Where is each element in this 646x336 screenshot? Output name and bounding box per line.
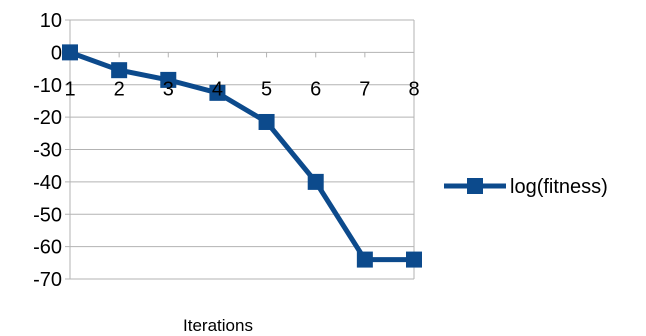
legend-label: log(fitness) [510, 176, 608, 198]
data-point-marker [258, 113, 275, 130]
y-axis-tick-labels: 10 0 -10 -20 -30 -40 -50 -60 -70 [33, 10, 62, 291]
x-tick-label: 2 [114, 78, 125, 100]
y-tick-label: -70 [33, 269, 62, 291]
legend: log(fitness) [444, 176, 608, 198]
series-line [67, 49, 417, 263]
x-tick-label: 6 [310, 78, 321, 100]
x-tick-label: 7 [359, 78, 370, 100]
data-point-marker [62, 44, 78, 61]
data-point-marker [406, 251, 422, 268]
x-axis-tick-labels: 1 2 3 4 5 6 7 8 [64, 78, 419, 100]
y-tick-label: -30 [33, 140, 62, 162]
y-tick-label: -60 [33, 237, 62, 259]
series-group [62, 44, 422, 268]
x-tick-label: 3 [163, 78, 174, 100]
x-tick-label: 4 [212, 78, 223, 100]
x-tick-label: 5 [261, 78, 272, 100]
y-tick-label: 0 [51, 42, 62, 64]
data-point-marker [356, 251, 373, 268]
x-tick-label: 8 [408, 78, 419, 100]
y-tick-label: -40 [33, 172, 62, 194]
data-point-marker [209, 84, 226, 101]
data-point-marker [111, 62, 128, 79]
y-tick-label: -10 [33, 75, 62, 97]
y-tick-label: 10 [40, 10, 62, 32]
y-tick-label: -20 [33, 107, 62, 129]
data-point-marker [307, 173, 324, 190]
data-point-marker [160, 71, 177, 88]
legend-marker-swatch [467, 178, 483, 194]
grid-lines [70, 19, 414, 280]
x-tick-label: 1 [64, 78, 75, 100]
y-tick-label: -50 [33, 204, 62, 226]
x-axis-title: Iterations [183, 316, 253, 335]
